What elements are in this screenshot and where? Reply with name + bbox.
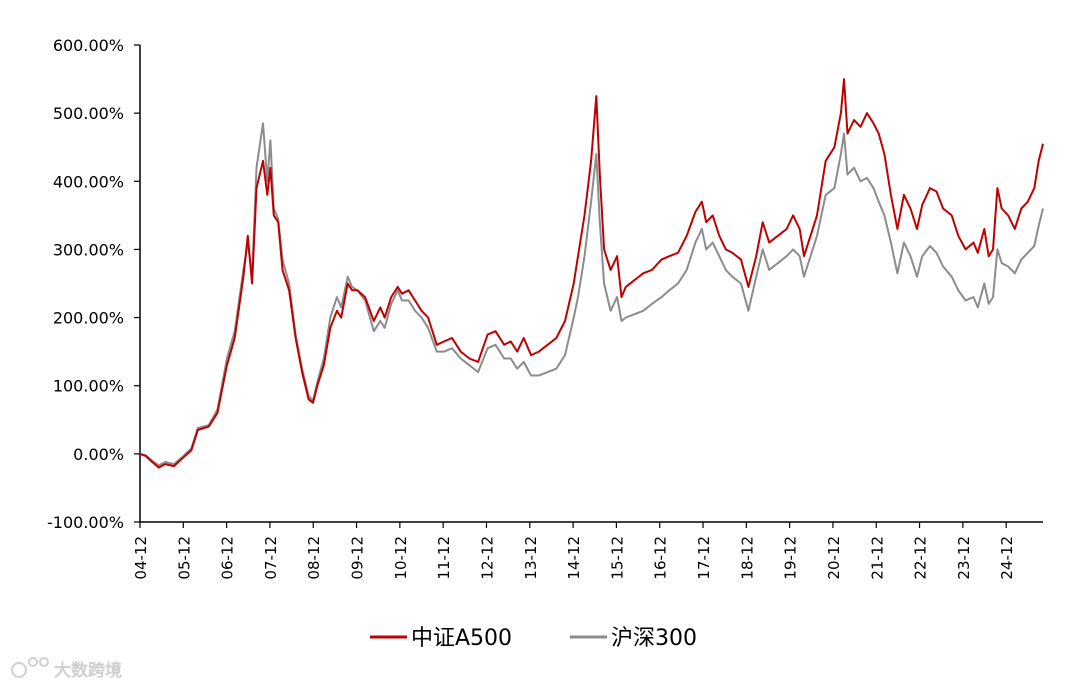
x-axis: 04-12 05-12 06-12 07-12 08-12 09-12 10-12 11-12… (132, 521, 1043, 580)
x-tick-label: 04-12 (132, 536, 150, 580)
y-tick-label: 0.00% (73, 445, 124, 464)
y-tick-label: 300.00% (53, 240, 124, 259)
x-tick-label: 17-12 (695, 536, 713, 580)
series-line-csi-300 (139, 122, 1044, 467)
x-tick-label: 23-12 (955, 536, 973, 580)
x-tick-label: 15-12 (608, 536, 626, 580)
y-axis: 600.00% 500.00% 400.00% 300.00% 200.00% 100.0… (47, 36, 141, 532)
series-layer (139, 78, 1044, 469)
watermark-logo-icon (11, 657, 49, 678)
y-tick-label: -100.00% (47, 513, 124, 532)
x-tick-label: 10-12 (392, 536, 410, 580)
legend-label: 中证A500 (411, 626, 512, 651)
x-tick-label: 16-12 (652, 536, 670, 580)
watermark: 大数跨境 (11, 657, 122, 681)
x-tick-label: 05-12 (175, 536, 193, 580)
x-tick-label: 21-12 (868, 536, 886, 580)
x-tick-label: 07-12 (262, 536, 280, 580)
y-tick-label: 500.00% (53, 104, 124, 123)
legend: 中证A500 沪深300 (370, 626, 697, 651)
x-tick-label: 19-12 (782, 536, 800, 580)
x-tick-label: 12-12 (478, 536, 496, 580)
x-tick-label: 20-12 (825, 536, 843, 580)
y-tick-label: 400.00% (53, 172, 124, 191)
y-tick-label: 100.00% (53, 377, 124, 396)
x-tick-label: 14-12 (565, 536, 583, 580)
x-tick-label: 18-12 (738, 536, 756, 580)
x-tick-label: 06-12 (219, 536, 237, 580)
x-tick-label: 09-12 (349, 536, 367, 580)
x-tick-label: 08-12 (305, 536, 323, 580)
y-tick-label: 600.00% (53, 36, 124, 55)
x-tick-label: 24-12 (998, 536, 1016, 580)
x-tick-label: 22-12 (912, 536, 930, 580)
series-line-csi-a500 (139, 78, 1044, 469)
y-tick-label: 200.00% (53, 309, 124, 328)
x-tick-label: 13-12 (522, 536, 540, 580)
legend-label: 沪深300 (611, 626, 697, 651)
watermark-text: 大数跨境 (54, 660, 122, 681)
x-tick-label: 11-12 (435, 536, 453, 580)
